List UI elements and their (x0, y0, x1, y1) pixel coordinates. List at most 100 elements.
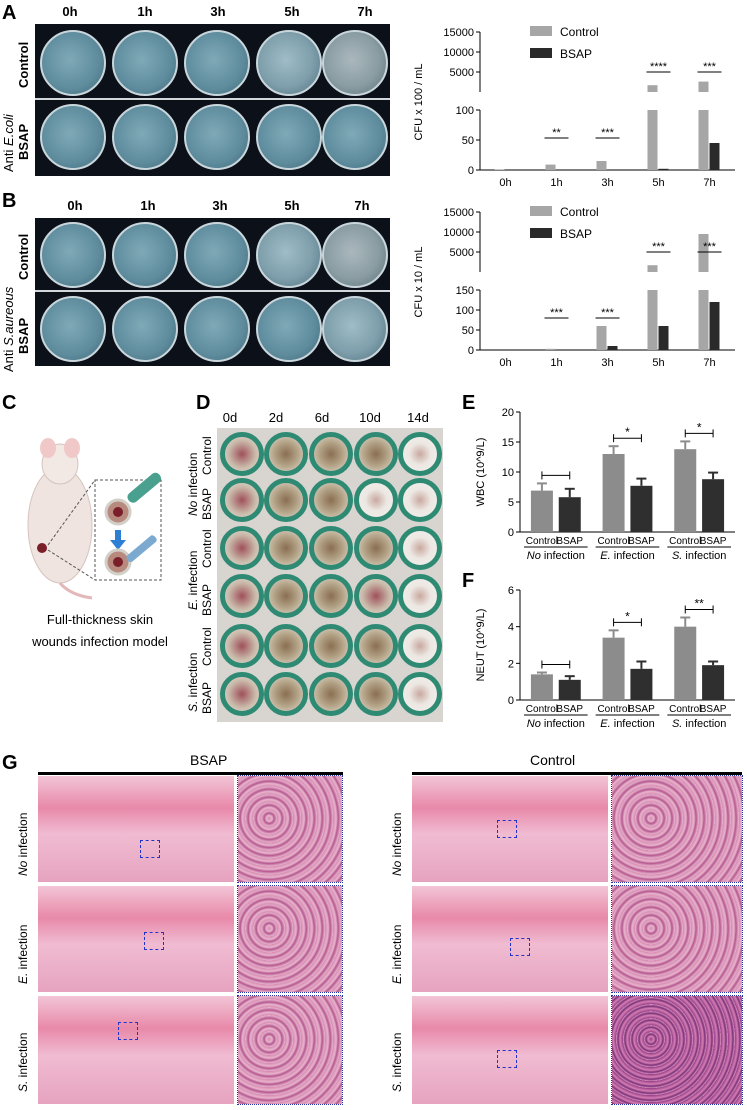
legend-swatch (530, 26, 552, 36)
culture-plate (112, 104, 178, 170)
culture-plate (184, 30, 250, 96)
x-tick-label: Control (669, 704, 701, 715)
wound-photo (220, 526, 264, 570)
time-label: 5h (284, 198, 300, 213)
histology-zoom (237, 885, 343, 993)
legend-label: BSAP (560, 227, 592, 241)
culture-plate (184, 104, 250, 170)
y-tick-label: 50 (462, 135, 474, 147)
histology-zoom (237, 995, 343, 1105)
y-tick-label: 10 (502, 467, 514, 479)
histology-zoom (611, 995, 743, 1105)
panel-letter-e: E (462, 392, 476, 414)
wound-row-label: BSAP (200, 681, 214, 714)
y-axis-label: CFU x 100 / mL (413, 63, 425, 140)
culture-plate (322, 104, 388, 170)
culture-plate (184, 222, 250, 288)
y-tick-label: 10000 (443, 47, 474, 59)
panel-letter-a: A (2, 2, 17, 24)
mouse-caption-line2: wounds infection model (32, 634, 168, 649)
bar (674, 449, 697, 532)
x-tick-label: Control (526, 536, 558, 547)
x-tick-label: 1h (550, 177, 562, 189)
histology-left-title: BSAP (190, 752, 228, 768)
day-label: 14d (407, 410, 429, 425)
y-axis-label: WBC (10^9/L) (475, 438, 487, 507)
culture-plate (322, 296, 388, 362)
y-tick-label: 5 (508, 497, 514, 509)
y-tick-label: 50 (462, 325, 474, 337)
row-divider (35, 98, 390, 100)
x-tick-label: BSAP (556, 536, 583, 547)
side-label-a: Anti E.coli (1, 114, 16, 172)
wound-photo (220, 574, 264, 618)
panel-letter-b: B (2, 190, 17, 212)
wound-photo (309, 624, 353, 668)
group-label: S. infection (672, 718, 726, 730)
significance-mark: * (697, 420, 702, 434)
wound-photo (398, 478, 442, 522)
histology-row-label: No infection (390, 812, 404, 876)
x-tick-label: Control (597, 536, 629, 547)
wound-photo (220, 624, 264, 668)
x-tick-label: 5h (652, 357, 664, 369)
y-tick-label: 0 (508, 527, 514, 539)
x-tick-label: 0h (499, 357, 511, 369)
wound-row-label: Control (200, 436, 214, 475)
wound-row-label: Control (200, 529, 214, 568)
x-tick-label: 0h (499, 177, 511, 189)
zoom-region (510, 938, 530, 956)
y-tick-label: 0 (508, 695, 514, 707)
wound-photo (309, 478, 353, 522)
significance-mark: ** (552, 127, 561, 139)
zoom-region (144, 932, 164, 950)
wound-photo (354, 478, 398, 522)
wound-group-label: S. infection (186, 652, 200, 712)
time-label: 7h (357, 4, 373, 19)
day-label: 2d (268, 410, 284, 425)
bar-bsap (709, 302, 720, 350)
bar (602, 454, 625, 532)
culture-plate (184, 296, 250, 362)
wound-photo (309, 672, 353, 716)
row-divider (35, 290, 390, 292)
culture-plate (40, 30, 106, 96)
histology-row-label: S. infection (390, 1032, 404, 1092)
legend-swatch (530, 228, 552, 238)
panel-letter-d: D (196, 392, 211, 414)
row-label-control: Control (16, 233, 31, 280)
significance-mark: *** (703, 61, 717, 73)
time-label: 5h (284, 4, 300, 19)
bar-control (698, 110, 709, 170)
wound-photo (264, 526, 308, 570)
x-tick-label: Control (526, 704, 558, 715)
time-label: 1h (140, 198, 156, 213)
bar-control-upper (698, 81, 709, 92)
wound-photo (309, 574, 353, 618)
wound-photo (264, 478, 308, 522)
y-tick-label: 0 (468, 165, 474, 177)
time-label: 1h (137, 4, 153, 19)
bar (630, 485, 653, 532)
y-tick-label: 4 (508, 622, 514, 634)
y-tick-label: 10000 (443, 227, 474, 239)
x-tick-label: BSAP (700, 704, 727, 715)
x-tick-label: BSAP (628, 536, 655, 547)
culture-plate (40, 222, 106, 288)
bar (558, 497, 581, 532)
x-tick-label: 3h (601, 177, 613, 189)
y-tick-label: 5000 (450, 67, 474, 79)
y-tick-label: 20 (502, 407, 514, 419)
side-label-b: Anti S.aureous (1, 286, 16, 372)
y-tick-label: 15 (502, 437, 514, 449)
wound-row-label: Control (200, 627, 214, 666)
y-tick-label: 0 (468, 345, 474, 357)
y-tick-label: 150 (456, 285, 474, 297)
wound-photo (309, 526, 353, 570)
wound-row-label: BSAP (200, 487, 214, 520)
wound-photo (220, 478, 264, 522)
bar-control (545, 348, 556, 350)
wound-photo (354, 526, 398, 570)
significance-mark: * (625, 425, 630, 439)
